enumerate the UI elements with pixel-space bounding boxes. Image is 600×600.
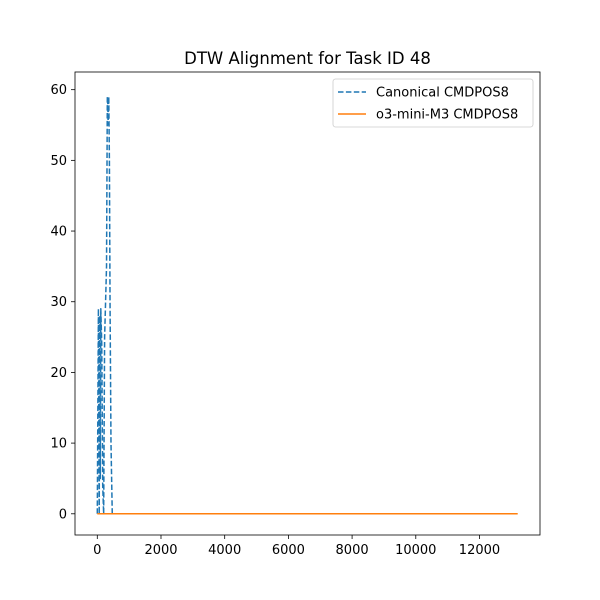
x-tick-label: 10000 [395,543,436,558]
y-tick-label: 30 [50,295,67,310]
y-tick-label: 40 [50,225,67,240]
legend: Canonical CMDPOS8 o3-mini-M3 CMDPOS8 [332,78,534,128]
x-tick-label: 2000 [144,543,177,558]
x-tick-label: 6000 [272,543,305,558]
y-tick-label: 10 [50,437,67,452]
y-tick-label: 20 [50,366,67,381]
axes: 0 2000 4000 6000 8000 10000 12000 0 10 20 30 40 50 60 [50,71,541,558]
plot-area [96,95,518,515]
x-tick-label: 0 [93,543,101,558]
legend-label-1: Canonical CMDPOS8 [376,86,509,101]
x-tick-label: 4000 [208,543,241,558]
x-tick-label: 8000 [336,543,369,558]
x-tick-label: 12000 [459,543,500,558]
y-tick-label: 0 [59,507,67,522]
series-line-1 [96,95,114,515]
y-tick-label: 60 [50,83,67,98]
axes-frame [74,71,541,536]
legend-label-2: o3-mini-M3 CMDPOS8 [376,108,518,123]
y-tick-label: 50 [50,154,67,169]
legend-box [332,78,534,128]
chart-title: DTW Alignment for Task ID 48 [184,49,431,68]
